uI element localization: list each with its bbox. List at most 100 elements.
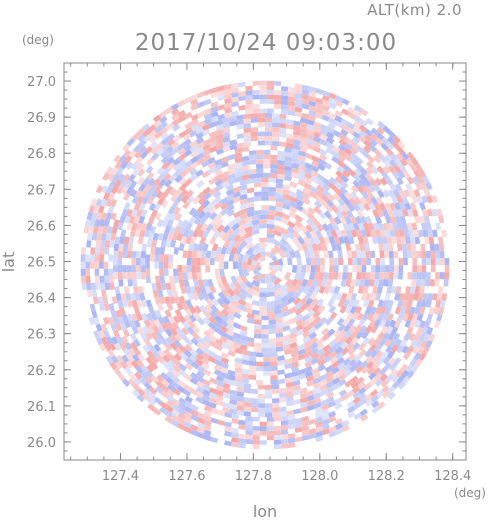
scan-cell (444, 272, 450, 280)
scan-cell (137, 236, 144, 245)
scan-cell (354, 215, 363, 225)
scan-cell (335, 427, 344, 435)
scan-cell (321, 109, 330, 117)
scan-cell (332, 192, 342, 202)
scan-cell (220, 362, 229, 370)
scan-cell (120, 229, 127, 238)
scan-cell (304, 172, 313, 180)
scan-cell (263, 154, 271, 160)
scan-cell (253, 324, 262, 330)
scan-cell (328, 92, 337, 100)
scan-cell (145, 222, 153, 231)
scan-cell (173, 295, 181, 305)
scan-cell (92, 225, 99, 234)
scan-cell (123, 236, 130, 245)
scan-cell (259, 440, 267, 445)
scan-cell (280, 99, 289, 106)
scan-cell (128, 149, 137, 159)
scan-cell (252, 274, 260, 283)
scan-cell (196, 180, 205, 189)
scan-cell (306, 143, 315, 151)
scan-cell (376, 165, 385, 174)
scan-cell (291, 285, 300, 294)
scan-cell (166, 302, 174, 312)
scan-cell (113, 250, 119, 259)
scan-cell (146, 325, 155, 334)
scan-cell (153, 202, 162, 212)
scan-cell (280, 232, 289, 241)
scan-cell (370, 325, 378, 334)
scan-cell (371, 405, 380, 414)
scan-cell (188, 243, 195, 252)
scan-cell (171, 370, 181, 379)
scan-cell (143, 134, 152, 143)
scan-cell (192, 311, 201, 321)
scan-cell (297, 169, 306, 177)
scan-cell (219, 325, 229, 333)
scan-cell (211, 223, 220, 233)
scan-cell (270, 375, 278, 381)
scan-cell (321, 90, 331, 97)
scan-cell (279, 132, 287, 138)
scan-cell (428, 236, 435, 245)
scan-cell (173, 275, 180, 284)
scan-cell (216, 224, 225, 233)
scan-cell (313, 316, 322, 325)
scan-cell (280, 295, 290, 303)
scan-cell (184, 159, 193, 168)
scan-cell (389, 338, 397, 348)
scan-cell (309, 185, 319, 194)
scan-cell (304, 230, 313, 239)
scan-cell (263, 149, 271, 155)
scan-cell (153, 125, 163, 134)
scan-cell (341, 419, 350, 427)
scan-cell (346, 127, 355, 135)
scan-cell (266, 94, 274, 100)
scan-cell (149, 141, 158, 150)
scan-cell (265, 136, 273, 141)
scan-cell (165, 151, 175, 160)
scan-cell (282, 344, 291, 351)
scan-cell (346, 400, 356, 409)
scan-cell (228, 253, 235, 262)
scan-cell (266, 286, 276, 293)
scan-cell (259, 223, 267, 229)
scan-cell (183, 349, 192, 358)
scan-cell (299, 117, 308, 124)
scan-cell (393, 265, 399, 273)
scan-cell (200, 362, 210, 371)
scan-cell (337, 159, 346, 168)
scan-cell (313, 236, 321, 245)
scan-cell (352, 125, 362, 134)
scan-cell (197, 243, 204, 252)
scan-cell (156, 218, 164, 228)
scan-cell (196, 365, 206, 373)
scan-cell (85, 254, 91, 262)
scan-cell (154, 309, 162, 319)
scan-cell (87, 232, 93, 241)
scan-cell (404, 202, 412, 211)
scan-cell (357, 381, 366, 390)
scan-cell (258, 242, 268, 248)
scan-cell (411, 250, 417, 259)
scan-cell (171, 113, 180, 121)
scan-cell (316, 343, 325, 351)
scan-cell (402, 170, 411, 179)
scan-cell (169, 282, 176, 291)
scan-cell (252, 426, 260, 431)
scan-cell (351, 312, 359, 321)
scan-cell (270, 370, 278, 376)
scan-cell (197, 196, 207, 206)
scan-cell (382, 312, 390, 322)
scan-cell (155, 331, 164, 340)
scan-cell (231, 101, 239, 108)
scan-cell (257, 136, 265, 141)
scan-cell (85, 268, 91, 276)
scan-cell (123, 149, 132, 158)
scan-cell (246, 341, 255, 348)
scan-cell (396, 146, 405, 155)
scan-cell (142, 177, 151, 186)
scan-cell (291, 157, 300, 165)
scan-cell (382, 332, 390, 341)
x-tick-label: 127.6 (168, 469, 205, 484)
